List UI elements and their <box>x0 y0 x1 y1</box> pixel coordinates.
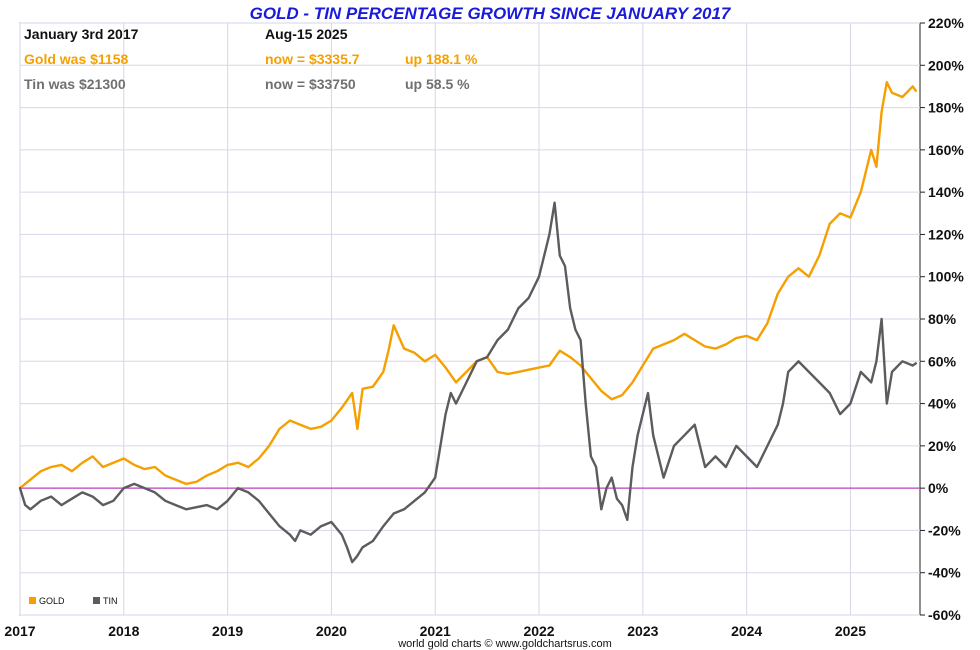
legend-swatch-tin <box>93 597 100 604</box>
grid-lines <box>19 22 920 616</box>
y-tick-label: 200% <box>928 57 964 73</box>
y-tick-label: 160% <box>928 142 964 158</box>
tin-now-label: now = $33750 <box>265 76 356 92</box>
y-tick-label: 20% <box>928 438 957 454</box>
y-tick-label: 120% <box>928 226 964 242</box>
legend-swatch-gold <box>29 597 36 604</box>
gold-was-label: Gold was $1158 <box>24 51 128 67</box>
y-tick-label: 80% <box>928 311 957 327</box>
chart-title: GOLD - TIN PERCENTAGE GROWTH SINCE JANUA… <box>250 4 732 23</box>
gold-now-label: now = $3335.7 <box>265 51 360 67</box>
x-tick-label: 2017 <box>4 623 35 639</box>
x-tick-label: 2021 <box>420 623 451 639</box>
x-tick-label: 2018 <box>108 623 139 639</box>
tin-was-label: Tin was $21300 <box>24 76 126 92</box>
x-tick-label: 2025 <box>835 623 866 639</box>
x-tick-label: 2019 <box>212 623 243 639</box>
y-tick-label: 100% <box>928 269 964 285</box>
series-line-tin <box>18 201 917 564</box>
y-tick-label: 60% <box>928 353 957 369</box>
x-tick-label: 2024 <box>731 623 762 639</box>
legend: GOLD TIN <box>29 596 118 606</box>
x-tick-label: 2023 <box>627 623 658 639</box>
y-tick-label: -20% <box>928 522 961 538</box>
x-axis-ticks: 2017 2018 2019 2020 2021 2022 2023 2024 2025 <box>4 623 866 639</box>
y-tick-label: 220% <box>928 15 964 31</box>
y-axis-ticks: 220% 200% 180% 160% 140% 120% 100% 80% 60% 40% 20%… <box>920 15 964 623</box>
y-tick-label: 180% <box>928 100 964 116</box>
x-tick-label: 2022 <box>523 623 554 639</box>
end-date-label: Aug-15 2025 <box>265 26 348 42</box>
y-tick-label: -40% <box>928 565 961 581</box>
series-lines <box>18 80 917 564</box>
gold-up-label: up 188.1 % <box>405 51 478 67</box>
y-tick-label: -60% <box>928 607 961 623</box>
legend-label-gold: GOLD <box>39 596 65 606</box>
start-date-label: January 3rd 2017 <box>24 26 139 42</box>
tin-up-label: up 58.5 % <box>405 76 470 92</box>
credit-text: world gold charts © www.goldchartsrus.co… <box>397 638 612 650</box>
series-line-gold <box>18 80 917 490</box>
y-tick-label: 40% <box>928 396 957 412</box>
legend-label-tin: TIN <box>103 596 118 606</box>
y-tick-label: 0% <box>928 480 949 496</box>
y-tick-label: 140% <box>928 184 964 200</box>
x-tick-label: 2020 <box>316 623 347 639</box>
